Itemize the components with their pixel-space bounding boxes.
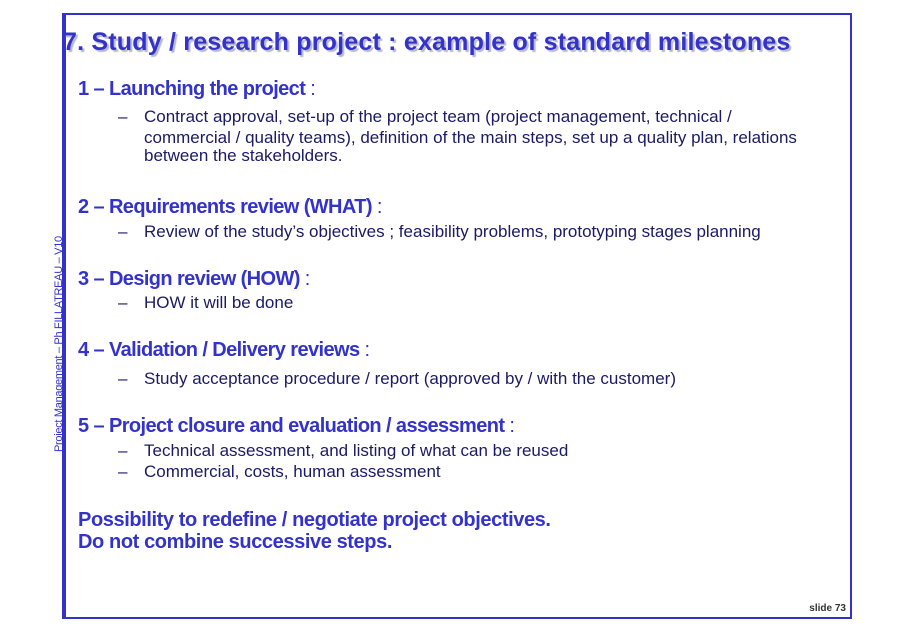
section-5-item-2: – Commercial, costs, human assessment — [118, 462, 441, 481]
closing-note: Possibility to redefine / negotiate proj… — [78, 509, 551, 553]
section-2-heading: 2 – Requirements review (WHAT) : — [78, 196, 382, 218]
section-4-item-1: – Study acceptance procedure / report (ap… — [118, 369, 676, 388]
section-2-item-1: – Review of the study’s objectives ; feas… — [118, 222, 761, 241]
section-3-item-1: – HOW it will be done — [118, 293, 294, 312]
section-1-heading: 1 – Launching the project : — [78, 78, 316, 100]
slide-frame — [62, 13, 852, 619]
section-3-heading: 3 – Design review (HOW) : — [78, 268, 310, 290]
section-5-heading: 5 – Project closure and evaluation / ass… — [78, 415, 515, 437]
slide-title: 7. Study / research project : example of… — [63, 28, 791, 56]
closing-line-2: Do not combine successive steps. — [78, 531, 392, 553]
section-4-heading: 4 – Validation / Delivery reviews : — [78, 339, 370, 361]
side-label: Project Management – Ph FILLATREAU – V10 — [53, 236, 65, 452]
slide-number: slide 73 — [809, 603, 846, 614]
closing-line-1: Possibility to redefine / negotiate proj… — [78, 509, 551, 531]
section-5-item-1: – Technical assessment, and listing of wh… — [118, 441, 569, 460]
section-1-item-1: – Contract approval, set-up of the projec… — [118, 107, 797, 165]
